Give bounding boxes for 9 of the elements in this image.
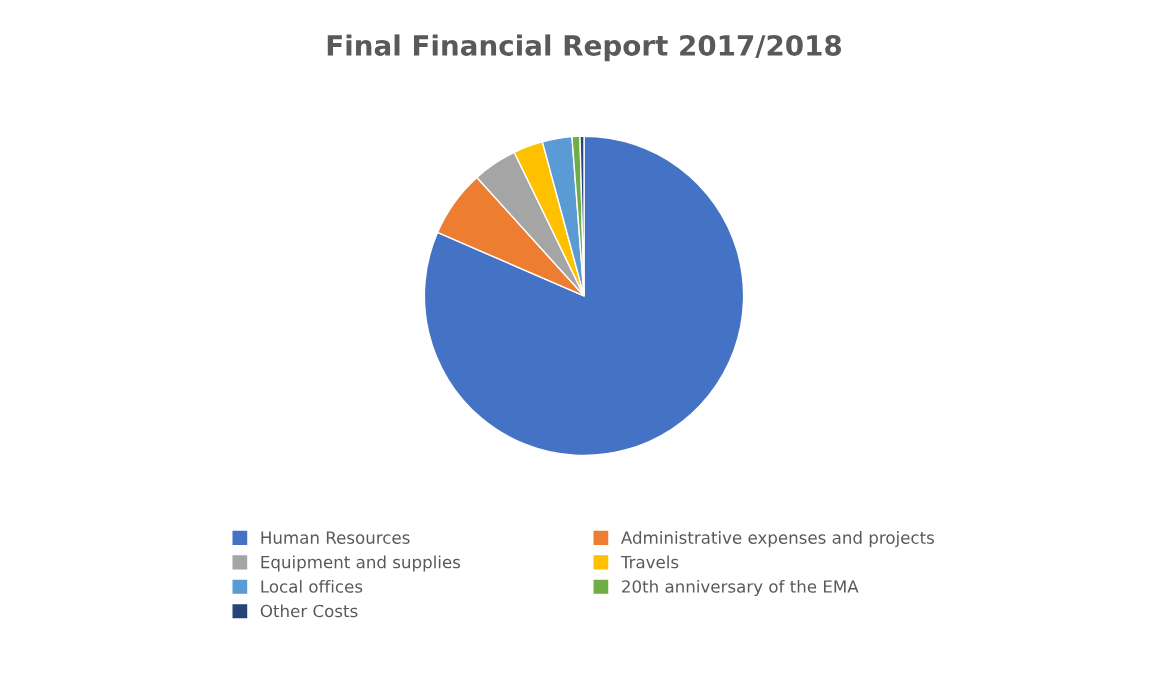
chart-title: Final Financial Report 2017/2018	[327, 34, 842, 62]
legend-label: Travels	[620, 555, 679, 569]
pie-slice	[423, 135, 745, 457]
legend-label: Equipment and supplies	[261, 555, 461, 572]
legend-label: 20th anniversary of the EMA	[622, 579, 859, 597]
legend-label: Administrative expenses and projects	[621, 531, 934, 548]
legend-label: Human Resources	[261, 531, 410, 544]
legend-label: Other Costs	[260, 604, 358, 618]
legend-label: Local offices	[261, 579, 363, 593]
